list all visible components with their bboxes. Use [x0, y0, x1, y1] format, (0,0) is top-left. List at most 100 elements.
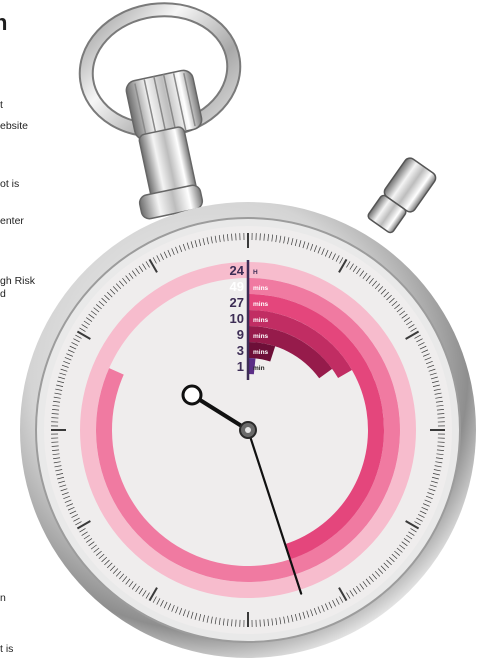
dial-minor-tick [416, 338, 423, 343]
dial-minor-tick [394, 304, 401, 310]
left-text-fragment-5: gh Risk [0, 275, 36, 287]
side-pusher [367, 157, 437, 234]
dial-minor-tick [142, 263, 147, 270]
dial-minor-tick [73, 338, 80, 343]
dial-minor-tick [435, 461, 443, 464]
dial-minor-tick [388, 556, 395, 563]
dial-minor-tick [374, 570, 381, 577]
band-unit-label: H [253, 269, 258, 276]
dial-minor-tick [107, 562, 113, 569]
band-value-label: 49 [230, 279, 244, 294]
dial-minor-tick [69, 345, 77, 350]
long-hand [246, 428, 303, 595]
dial-minor-tick [66, 503, 73, 507]
dial-minor-tick [430, 480, 438, 484]
watch-hands [181, 384, 303, 595]
dial-minor-tick [128, 272, 134, 279]
dial-minor-tick [218, 617, 221, 625]
dial-minor-tick [427, 364, 435, 368]
band-value-label: 1 [237, 359, 244, 374]
dial-minor-tick [57, 380, 65, 384]
dial-minor-tick [86, 538, 93, 543]
dial-minor-tick [175, 246, 179, 254]
dial-minor-tick [179, 245, 183, 253]
dial-minor-tick [429, 372, 437, 376]
dial-minor-tick [437, 413, 445, 415]
dial-minor-tick [60, 488, 68, 492]
dial-minor-tick [202, 614, 205, 622]
dial-minor-tick [90, 310, 97, 316]
dial-minor-tick [418, 514, 425, 518]
dial-minor-tick [294, 239, 298, 247]
dial-major-tick [338, 587, 348, 602]
dial-minor-tick [51, 445, 59, 447]
dial-minor-tick [349, 590, 354, 597]
left-page-title-fragment: n [0, 10, 8, 35]
dial-minor-tick [163, 251, 168, 259]
dial-minor-tick [328, 601, 333, 609]
dial-minor-tick [53, 396, 61, 399]
dial-minor-tick [51, 413, 59, 415]
dial-minor-tick [81, 324, 88, 329]
dial-minor-tick [391, 553, 398, 559]
dial-minor-tick [434, 465, 442, 468]
dial-minor-tick [67, 349, 75, 354]
dial-minor-tick [167, 603, 172, 611]
left-text-fragment-6: d [0, 288, 6, 300]
dial-minor-tick [54, 465, 62, 468]
dial-minor-tick [371, 280, 377, 287]
dial-minor-tick [53, 457, 61, 460]
dial-minor-tick [377, 286, 384, 292]
dial-minor-tick [190, 611, 194, 619]
dial-minor-tick [66, 353, 73, 357]
dial-minor-tick [317, 606, 321, 614]
dial-minor-tick [227, 234, 229, 242]
dial-minor-tick [383, 291, 389, 298]
dial-minor-tick [275, 235, 278, 243]
dial-minor-tick [362, 272, 368, 279]
band-1-min [248, 358, 256, 375]
dial-minor-tick [399, 310, 406, 316]
band-unit-label: mins [253, 301, 269, 308]
band-unit-label: mins [253, 317, 269, 324]
dial-minor-tick [128, 581, 134, 588]
dial-minor-tick [206, 615, 209, 623]
dial-minor-tick [53, 400, 61, 403]
dial-minor-tick [52, 409, 60, 411]
dial-minor-tick [332, 600, 336, 607]
dial-minor-tick [396, 307, 403, 313]
dial-minor-tick [356, 268, 361, 275]
dial-minor-tick [365, 275, 371, 282]
dial-minor-tick [414, 521, 421, 526]
dial-minor-tick [287, 237, 290, 245]
dial-minor-tick [356, 585, 361, 592]
dial-minor-tick [186, 610, 190, 618]
dial-minor-tick [377, 568, 384, 574]
dial-minor-tick [119, 573, 125, 580]
dial-minor-tick [431, 476, 439, 480]
dial-minor-tick [122, 576, 128, 583]
band-3-mins [248, 342, 276, 362]
dial-minor-tick [423, 503, 430, 507]
dial-minor-tick [271, 234, 274, 242]
center-pin-cap [245, 427, 251, 433]
dial-minor-tick [421, 349, 429, 354]
dial-minor-tick [302, 241, 306, 249]
band-unit-label: mins [253, 285, 269, 292]
dial-minor-tick [432, 473, 440, 476]
dial-minor-tick [291, 238, 294, 246]
dial-minor-tick [214, 235, 217, 243]
dial-minor-tick [112, 568, 119, 574]
dial-minor-tick [298, 240, 302, 248]
dial-minor-tick [206, 237, 209, 245]
dial-minor-tick [231, 619, 233, 627]
dial-minor-tick [424, 357, 432, 361]
dial-minor-tick [419, 510, 427, 515]
dial-minor-tick [424, 499, 432, 503]
dial-minor-tick [81, 531, 88, 536]
dial-minor-tick [75, 334, 82, 339]
dial-minor-tick [61, 492, 69, 496]
dial-minor-tick [368, 576, 374, 583]
dial-minor-tick [98, 301, 105, 307]
dial-minor-tick [391, 301, 398, 307]
